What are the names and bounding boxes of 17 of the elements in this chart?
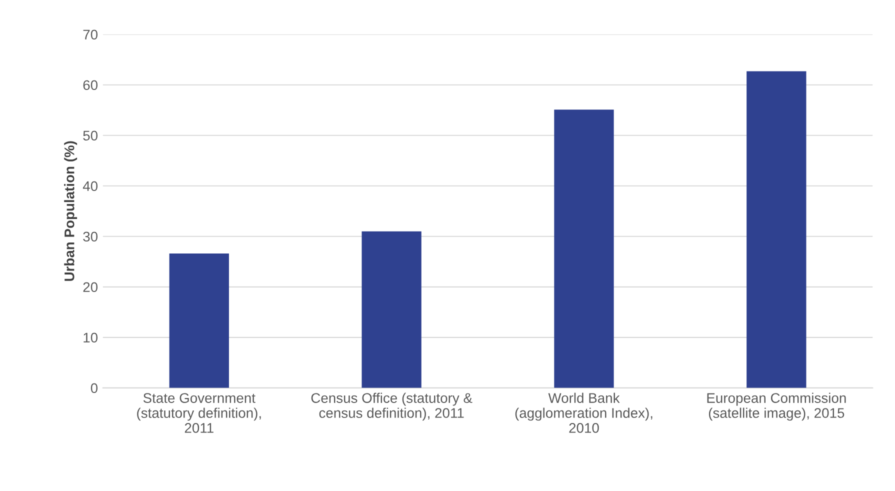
y-tick-label: 70 [83,30,98,40]
x-tick-label: World Bank (agglomeration Index), 2010 [515,392,652,433]
bar [362,231,422,388]
x-tick-label: Census Office (statutory & census definition), 2011 [311,392,472,421]
x-tick-label: State Government (statutory definition), 2011 [137,393,261,433]
y-tick-label: 20 [83,282,98,292]
y-axis-title: Urban Population (%) [64,141,78,281]
y-tick-label: 50 [83,130,98,141]
bar [554,110,614,388]
y-tick-label: 40 [82,181,98,192]
y-tick-label: 60 [83,80,98,90]
y-tick-label: 0 [90,383,98,394]
x-tick-label: European Commission (satellite image), 2015 [707,392,846,421]
y-tick-label: 30 [83,232,98,242]
bar [746,71,806,388]
bar [169,254,229,388]
y-tick-label: 10 [84,332,98,343]
